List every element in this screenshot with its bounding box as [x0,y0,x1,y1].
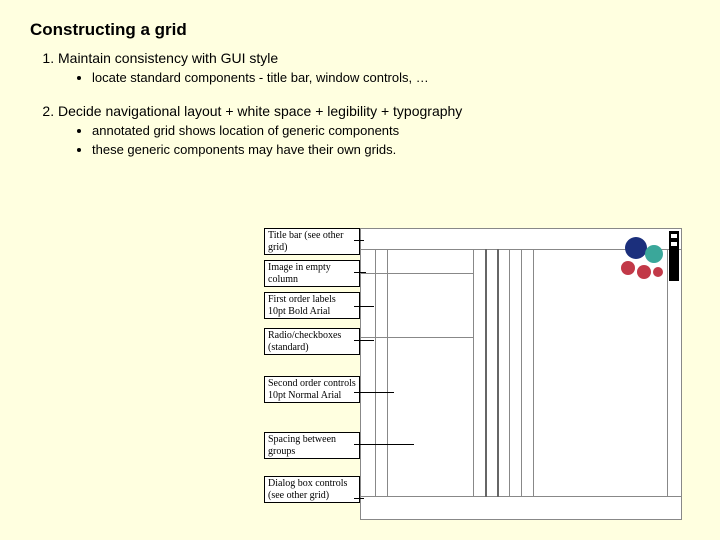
item-2-sub-1: annotated grid shows location of generic… [92,123,690,138]
window-footer-region [361,496,681,519]
item-2-text: Decide navigational layout + white space… [58,103,462,119]
annot-titlebar: Title bar (see other grid) [264,228,360,255]
item-2-subs: annotated grid shows location of generic… [58,123,690,157]
page-title: Constructing a grid [30,20,690,40]
annot-spacing: Spacing between groups [264,432,360,459]
clipart-icon [619,231,679,286]
item-1-subs: locate standard components - title bar, … [58,70,690,85]
annot-dialog-controls: Dialog box controls (see other grid) [264,476,360,503]
main-list: Maintain consistency with GUI style loca… [30,50,690,157]
item-1: Maintain consistency with GUI style loca… [58,50,690,85]
item-2-sub-2: these generic components may have their … [92,142,690,157]
annot-second-order: Second order controls 10pt Normal Arial [264,376,360,403]
item-1-text: Maintain consistency with GUI style [58,50,278,66]
annot-radio-checkboxes: Radio/checkboxes (standard) [264,328,360,355]
annot-image-column: Image in empty column [264,260,360,287]
grid-window [360,228,682,520]
annot-first-order-labels: First order labels 10pt Bold Arial [264,292,360,319]
grid-diagram: Title bar (see other grid) Image in empt… [270,228,690,526]
item-2: Decide navigational layout + white space… [58,103,690,157]
item-1-sub-1: locate standard components - title bar, … [92,70,690,85]
